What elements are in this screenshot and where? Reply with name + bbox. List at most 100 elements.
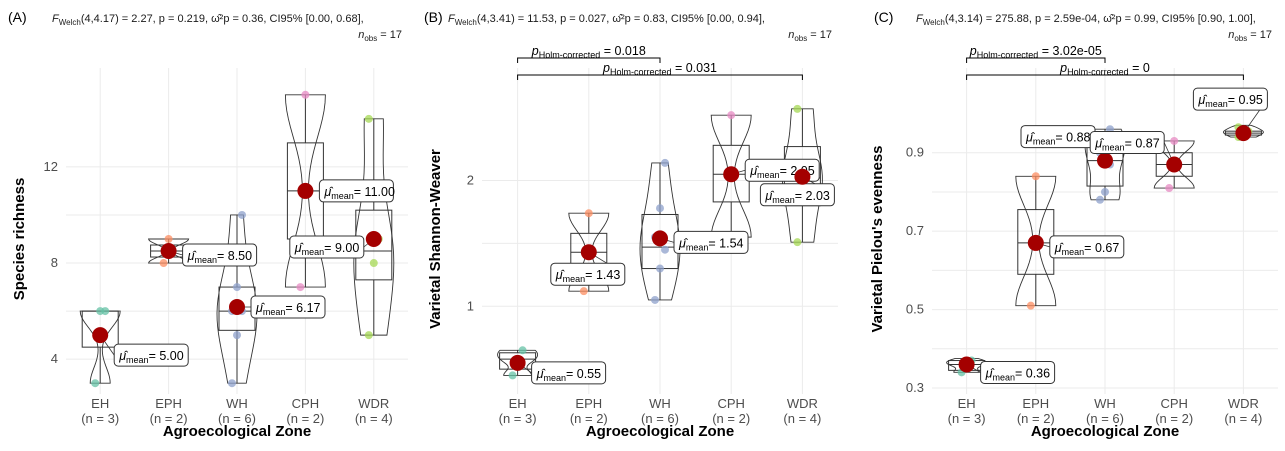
mean-label: μ̂mean= 0.87 <box>1094 137 1160 153</box>
mean-label-box <box>1089 131 1165 154</box>
mean-point <box>365 231 382 247</box>
mean-label-box <box>182 243 258 267</box>
mean-label: μ̂mean= 5.00 <box>118 349 184 365</box>
x-tick-count: (n = 2) <box>1155 411 1193 426</box>
x-tick-count: (n = 6) <box>641 411 679 426</box>
data-point <box>238 210 246 219</box>
y-tick-label: 4 <box>51 351 58 366</box>
mean-label: μ̂mean= 0.55 <box>536 367 602 383</box>
bracket-label: pHolm-corrected = 3.02e-05 <box>969 44 1102 60</box>
x-tick-label: WH <box>1094 396 1116 411</box>
mean-label: μ̂mean= 6.17 <box>255 301 321 317</box>
data-point <box>1026 301 1035 310</box>
x-tick-label: EPH <box>575 396 602 411</box>
stats-text: FWelch(4,3.14) = 275.88, p = 2.59e-04, ω… <box>916 13 1256 27</box>
mean-point <box>723 166 740 183</box>
y-axis-title: Species richness <box>11 178 28 301</box>
y-tick-label: 2 <box>467 173 474 188</box>
mean-label: μ̂mean= 9.00 <box>294 241 360 257</box>
mean-point <box>1027 234 1044 251</box>
data-point <box>651 295 659 304</box>
data-point <box>584 209 593 218</box>
mean-label: μ̂mean= 0.67 <box>1054 241 1120 257</box>
data-point <box>727 111 736 120</box>
mean-point <box>794 168 811 185</box>
mean-point <box>160 243 177 260</box>
mean-label-box <box>250 295 326 319</box>
x-tick-count: (n = 2) <box>712 411 750 426</box>
mean-label-box <box>1192 87 1268 111</box>
chart-panel-b: (B) FWelch(4,3.41) = 11.53, p = 0.027, ω̂… <box>424 9 838 440</box>
data-point <box>793 104 802 113</box>
data-point <box>1096 195 1104 204</box>
data-point <box>579 287 588 296</box>
mean-label-box <box>1049 235 1125 259</box>
mean-label: μ̂mean= 1.54 <box>678 236 744 252</box>
panel-tag: (C) <box>874 9 893 25</box>
mean-point <box>92 327 109 344</box>
significance-bracket <box>966 57 1106 63</box>
x-tick-count: (n = 2) <box>286 411 324 426</box>
mean-point <box>1097 152 1113 169</box>
y-tick-label: 0.5 <box>906 302 924 317</box>
x-tick-count: (n = 3) <box>81 411 119 426</box>
mean-label: μ̂mean= 0.36 <box>985 366 1051 382</box>
data-point <box>91 379 100 388</box>
mean-label: μ̂mean= 8.50 <box>187 249 253 265</box>
data-point <box>793 238 802 247</box>
data-point <box>661 245 669 254</box>
x-tick-label: EPH <box>1022 396 1049 411</box>
mean-point <box>1166 156 1183 173</box>
violin-cph <box>710 114 752 238</box>
data-point <box>1165 184 1174 193</box>
x-tick-label: WDR <box>358 396 389 411</box>
stats-text: FWelch(4,4.17) = 2.27, p = 0.219, ω̂²p =… <box>52 13 364 27</box>
x-tick-count: (n = 4) <box>1224 411 1262 426</box>
panel-tag: (A) <box>8 9 27 25</box>
data-point <box>364 114 373 123</box>
data-point <box>1101 187 1109 196</box>
y-tick-label: 0.7 <box>906 223 924 238</box>
mean-label-box <box>531 361 607 385</box>
y-axis-title: Varietal Pielou's evenness <box>869 145 886 332</box>
x-tick-label: EH <box>958 396 976 411</box>
x-tick-count: (n = 3) <box>499 411 537 426</box>
stats-nobs: nobs = 17 <box>1228 29 1272 43</box>
x-axis-title: Agroecological Zone <box>586 423 734 440</box>
chart-panel-a: (A) FWelch(4,4.17) = 2.27, p = 0.219, ω̂²… <box>8 9 408 440</box>
stats-nobs: nobs = 17 <box>788 29 832 43</box>
data-point <box>228 379 236 388</box>
x-tick-count: (n = 3) <box>948 411 986 426</box>
x-tick-count: (n = 2) <box>150 411 188 426</box>
x-tick-label: CPH <box>292 396 319 411</box>
violin-eph <box>1015 175 1057 307</box>
x-tick-label: CPH <box>1160 396 1187 411</box>
mean-point <box>958 356 975 373</box>
mean-label-box <box>980 360 1056 384</box>
data-point <box>159 259 168 268</box>
x-axis-title: Agroecological Zone <box>163 423 311 440</box>
x-tick-count: (n = 6) <box>218 411 256 426</box>
x-tick-label: EH <box>91 396 109 411</box>
data-point <box>369 259 378 268</box>
mean-label: μ̂mean= 2.03 <box>764 189 830 205</box>
violin-eh <box>79 310 121 384</box>
x-tick-label: WDR <box>1228 396 1259 411</box>
x-tick-count: (n = 2) <box>1017 411 1055 426</box>
violin-wdr <box>353 118 395 336</box>
data-point <box>101 307 110 316</box>
data-point <box>296 283 305 292</box>
violin-eh <box>946 358 988 373</box>
y-tick-label: 0.3 <box>906 380 924 395</box>
y-axis-title: Varietal Shannon-Weaver <box>427 149 444 329</box>
mean-label: μ̂mean= 11.00 <box>323 185 395 201</box>
mean-label: μ̂mean= 0.95 <box>1197 93 1263 109</box>
x-tick-label: WH <box>649 396 671 411</box>
data-point <box>1031 172 1040 181</box>
x-tick-label: EPH <box>155 396 182 411</box>
mean-label: μ̂mean= 1.43 <box>555 268 621 284</box>
y-tick-label: 8 <box>51 255 58 270</box>
mean-point <box>1235 125 1252 142</box>
